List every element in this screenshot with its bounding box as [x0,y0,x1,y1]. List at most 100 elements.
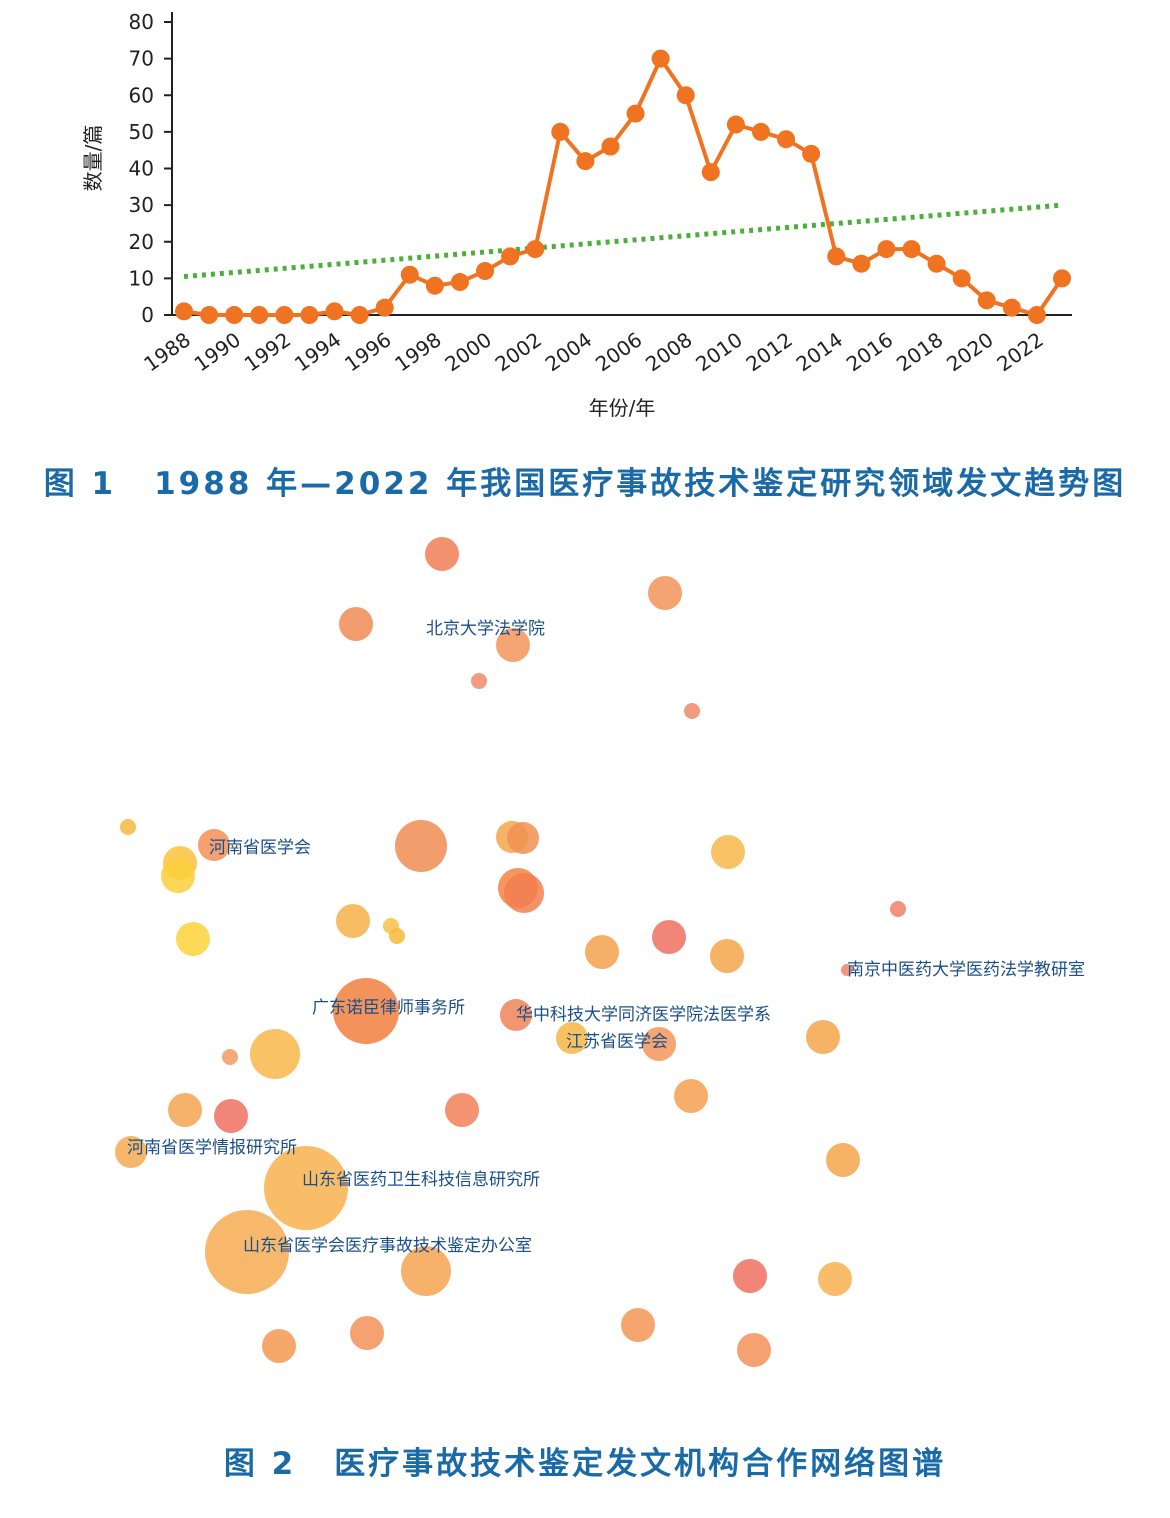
y-axis-title: 数量/篇 [81,125,105,192]
x-tick-label: 2002 [491,327,546,376]
institution-node [389,928,405,944]
data-point [902,240,921,259]
data-point [350,306,369,324]
institution-node [250,1029,300,1079]
data-point [977,291,996,310]
institution-node [733,1259,767,1293]
institution-label: 河南省医学情报研究所 [127,1138,297,1158]
x-tick-label: 1990 [190,327,245,376]
data-point [250,306,269,324]
institution-node [556,1022,588,1054]
data-point [175,302,193,321]
data-point [927,254,946,273]
x-tick-label: 1988 [139,327,194,376]
data-point [877,240,896,259]
y-tick-label: 60 [129,83,154,107]
data-point [200,306,219,324]
figure-1-label: 图 1 [43,466,117,502]
data-point [476,262,495,281]
data-point [701,163,720,182]
institution-node [115,1136,147,1168]
data-point [626,104,645,123]
data-point [526,240,545,259]
institution-node [339,607,373,641]
data-point [501,247,520,266]
institution-node [711,835,745,869]
data-point [751,122,770,141]
institution-node [214,1099,248,1133]
data-point [400,265,419,284]
y-tick-label: 0 [141,303,154,327]
x-tick-label: 2018 [892,327,947,376]
y-tick-label: 70 [129,47,154,71]
institution-node [652,920,686,954]
institution-node [710,939,744,973]
x-tick-label: 2010 [691,327,746,376]
data-point [651,49,670,68]
institution-label: 南京中医药大学医药法学教研室 [847,960,1085,980]
data-point [676,86,695,105]
institution-node [336,904,370,938]
institution-node [120,819,136,835]
x-tick-label: 1994 [290,327,345,376]
institution-node [737,1333,771,1367]
y-tick-label: 10 [129,266,154,290]
institution-node [648,576,682,610]
institution-node [841,964,853,976]
institution-node [504,873,544,913]
institution-node [818,1262,852,1296]
data-point [325,302,344,321]
data-point [827,247,846,266]
institution-node [496,628,530,662]
institution-label: 河南省医学会 [209,838,311,858]
institution-node [401,1246,451,1296]
y-tick-label: 80 [129,10,154,34]
series-line [183,56,1064,317]
y-tick-label: 30 [129,193,154,217]
x-tick-label: 1992 [240,327,295,376]
data-point [802,144,821,163]
institution-node [890,901,906,917]
institution-label: 山东省医药卫生科技信息研究所 [302,1170,540,1190]
institution-node [500,999,532,1031]
x-tick-label: 2004 [541,327,596,376]
institution-node [262,1329,296,1363]
institution-node [621,1308,655,1342]
institution-label: 广东诺臣律师事务所 [312,998,465,1018]
institution-node [264,1146,348,1230]
x-tick-label: 2006 [591,327,646,376]
figure-1-title: 1988 年—2022 年我国医疗事故技术鉴定研究领域发文趋势图 [154,466,1127,502]
data-point [726,115,745,134]
institution-label: 江苏省医学会 [566,1032,668,1052]
x-tick-label: 2022 [992,327,1047,376]
data-point [450,273,469,292]
institution-node [161,859,195,893]
figure-2-label: 图 2 [223,1446,297,1482]
institution-node [642,1027,676,1061]
x-tick-label: 1998 [390,327,445,376]
trend-line [183,202,1063,280]
institution-node [806,1020,840,1054]
data-point [952,269,971,288]
institution-node [674,1079,708,1113]
data-point [1053,269,1071,288]
institution-node [684,703,700,719]
institution-node [333,978,399,1044]
figure-1-caption: 图 1 1988 年—2022 年我国医疗事故技术鉴定研究领域发文趋势图 [0,458,1170,503]
data-point [576,152,595,171]
data-point [225,306,244,324]
institution-node [198,829,230,861]
figure-2-caption: 图 2 医疗事故技术鉴定发文机构合作网络图谱 [0,1438,1170,1483]
y-tick-label: 50 [129,120,154,144]
institution-node [168,1093,202,1127]
institution-label: 山东省医学会医疗事故技术鉴定办公室 [243,1236,532,1256]
x-axis-title: 年份/年 [589,396,656,420]
data-point [852,254,871,273]
institution-node [826,1143,860,1177]
figure-2-title: 医疗事故技术鉴定发文机构合作网络图谱 [334,1446,947,1482]
institution-node [205,1210,289,1294]
x-tick-label: 2016 [842,327,897,376]
x-tick-label: 2000 [440,327,495,376]
y-tick-label: 20 [129,230,154,254]
